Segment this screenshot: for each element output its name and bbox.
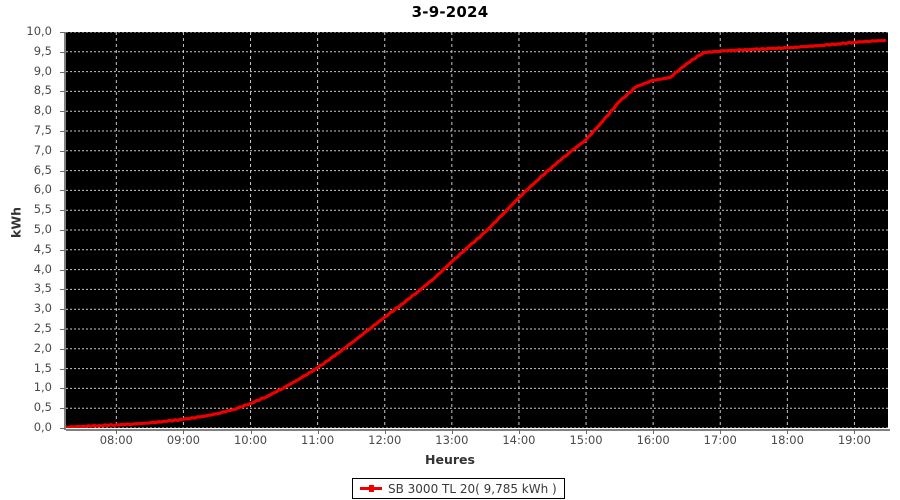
y-tick-mark [60, 170, 65, 172]
x-tick-mark [720, 429, 722, 434]
y-tick-mark [60, 210, 65, 212]
x-tick-mark [384, 429, 386, 434]
y-tick-label: 9,5 [33, 43, 52, 58]
y-tick-label: 7,5 [33, 123, 52, 137]
x-tick-label: 19:00 [837, 433, 872, 447]
x-axis-line [66, 429, 890, 431]
x-tick-mark [653, 429, 655, 434]
x-axis-title: Heures [425, 452, 475, 467]
y-tick-mark [60, 91, 65, 93]
y-tick-mark [60, 71, 65, 73]
y-tick-mark [60, 368, 65, 370]
y-tick-mark [60, 388, 65, 390]
x-tick-label: 17:00 [703, 433, 737, 447]
y-tick-label: 0,0 [33, 420, 52, 434]
legend-line-swatch-icon [360, 485, 382, 492]
legend[interactable]: SB 3000 TL 20( 9,785 kWh ) [352, 478, 565, 499]
x-tick-label: 14:00 [502, 433, 536, 447]
y-tick-mark [60, 309, 65, 311]
plot-canvas [66, 32, 888, 428]
y-tick-mark [60, 131, 65, 132]
y-tick-mark [60, 230, 65, 231]
x-tick-mark [787, 429, 789, 434]
x-tick-label: 12:00 [368, 433, 402, 447]
y-tick-label: 2,0 [33, 340, 52, 355]
y-tick-label: 2,5 [33, 321, 52, 335]
x-tick-mark [451, 429, 453, 434]
y-tick-mark [60, 150, 65, 152]
y-tick-label: 8,5 [33, 83, 52, 98]
x-tick-mark [854, 429, 856, 434]
x-tick-mark [183, 429, 185, 434]
y-tick-label: 3,5 [33, 281, 52, 296]
y-tick-label: 10,0 [26, 24, 52, 38]
x-tick-mark [250, 429, 252, 434]
x-tick-mark [586, 429, 588, 434]
x-tick-label: 09:00 [166, 433, 200, 447]
y-tick-mark [60, 428, 65, 429]
x-tick-mark [116, 429, 118, 434]
chart-title: 3-9-2024 [411, 3, 489, 21]
y-tick-label: 5,0 [33, 222, 52, 236]
y-tick-label: 9,0 [33, 63, 52, 78]
grid-lines [66, 32, 888, 428]
y-tick-mark [60, 190, 65, 192]
y-tick-mark [60, 269, 65, 271]
y-tick-label: 6,5 [33, 162, 52, 177]
y-tick-mark [60, 51, 65, 53]
y-tick-label: 6,0 [33, 182, 52, 197]
y-tick-label: 5,5 [33, 202, 52, 217]
y-tick-mark [60, 32, 65, 33]
y-tick-mark [60, 348, 65, 350]
x-tick-mark [518, 429, 520, 434]
x-tick-label: 15:00 [569, 433, 603, 447]
y-tick-mark [60, 111, 65, 113]
y-tick-mark [60, 249, 65, 251]
x-tick-mark [317, 429, 319, 434]
plot-area [66, 32, 888, 428]
y-tick-mark [60, 289, 65, 291]
y-tick-mark [60, 408, 65, 410]
y-tick-label: 4,0 [33, 261, 52, 276]
y-tick-label: 4,5 [33, 241, 52, 256]
x-tick-label: 16:00 [636, 433, 670, 447]
y-tick-label: 7,0 [33, 142, 52, 157]
y-tick-label: 3,0 [33, 301, 52, 316]
x-tick-label: 18:00 [770, 433, 804, 447]
y-axis-line [64, 32, 66, 430]
y-tick-label: 1,5 [33, 360, 52, 375]
y-tick-label: 1,0 [33, 380, 52, 395]
y-tick-label: 8,0 [33, 103, 52, 118]
y-tick-mark [60, 329, 65, 330]
x-tick-label: 10:00 [233, 433, 268, 447]
legend-label: SB 3000 TL 20( 9,785 kWh ) [388, 481, 557, 496]
data-series-line [66, 38, 887, 428]
x-tick-label: 08:00 [99, 433, 133, 447]
y-tick-label: 0,5 [33, 400, 52, 415]
x-tick-label: 11:00 [301, 433, 335, 447]
x-tick-label: 13:00 [435, 433, 469, 447]
